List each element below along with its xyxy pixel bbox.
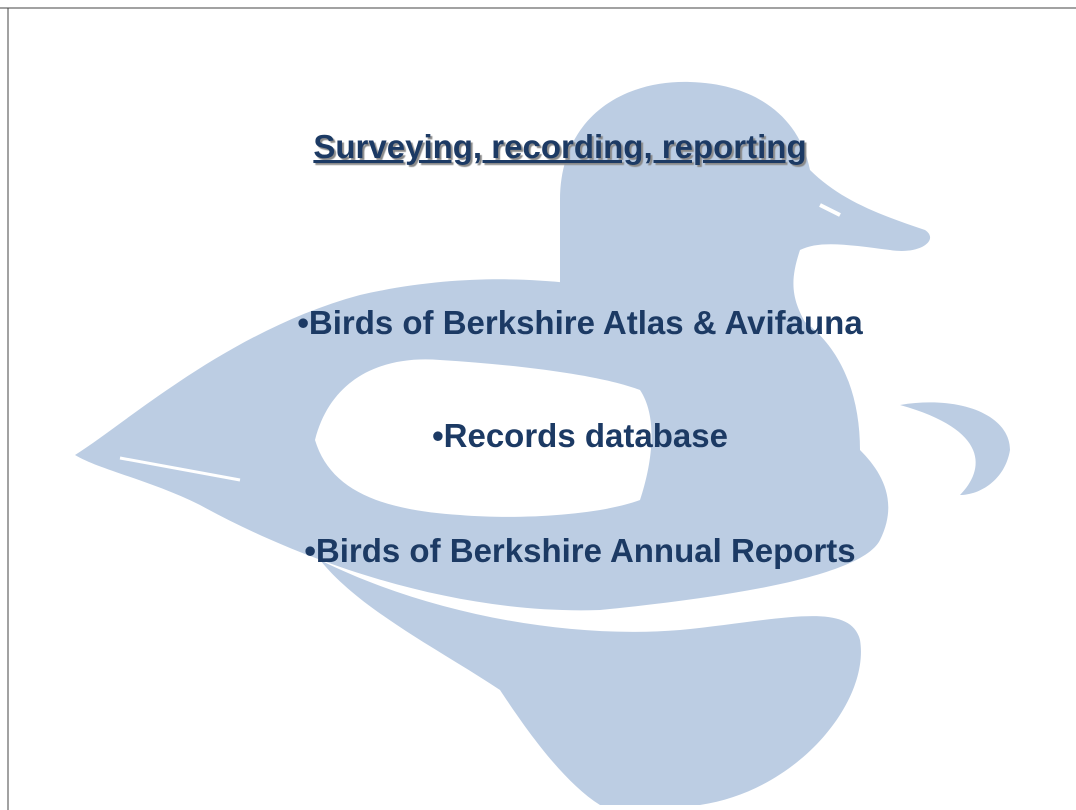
duck-background	[0, 0, 1076, 810]
bullet: •Records database	[0, 417, 1076, 455]
slide: Surveying, recording, reporting •Birds o…	[0, 0, 1076, 810]
slide-title: Surveying, recording, reporting	[0, 128, 1076, 166]
bullet: •Birds of Berkshire Atlas & Avifauna	[0, 304, 1076, 342]
bullet: •Birds of Berkshire Annual Reports	[0, 532, 1076, 570]
